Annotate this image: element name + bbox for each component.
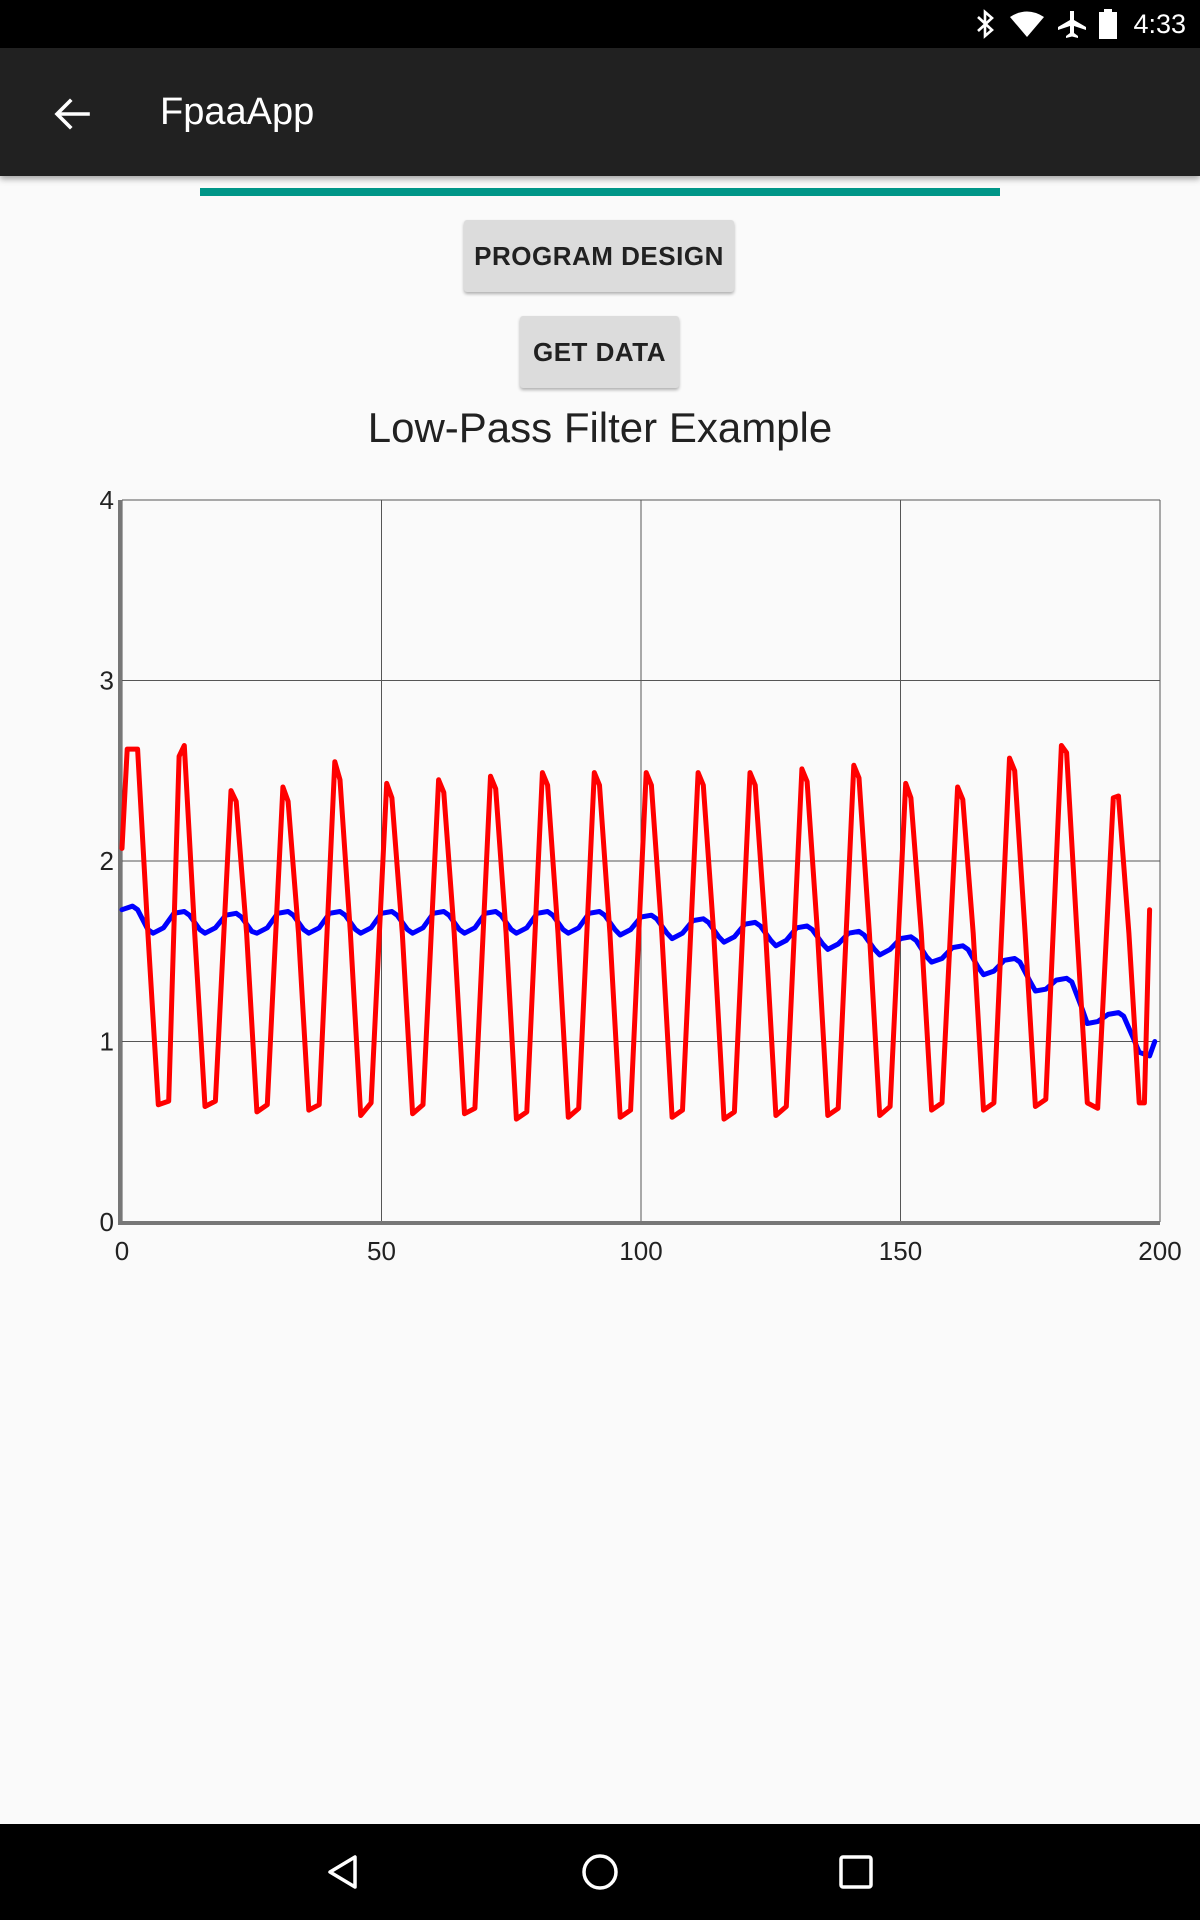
program-design-button[interactable]: PROGRAM DESIGN <box>464 220 734 292</box>
x-tick-label: 50 <box>367 1236 396 1266</box>
progress-bar <box>200 188 1000 196</box>
bluetooth-icon <box>977 9 995 39</box>
battery-icon <box>1099 9 1118 39</box>
nav-home-icon <box>582 1854 618 1890</box>
status-bar: 4:33 <box>0 0 1200 48</box>
app-title: FpaaApp <box>160 91 315 133</box>
app-bar: FpaaApp <box>0 48 1200 176</box>
x-tick-label: 200 <box>1138 1236 1181 1266</box>
x-tick-label: 150 <box>879 1236 922 1266</box>
y-tick-label: 4 <box>100 485 114 515</box>
y-tick-label: 0 <box>100 1207 114 1237</box>
status-icons: 4:33 <box>973 0 1186 48</box>
back-button[interactable] <box>40 82 104 146</box>
x-tick-label: 100 <box>619 1236 662 1266</box>
y-tick-label: 1 <box>100 1027 114 1057</box>
nav-back-icon <box>328 1855 357 1889</box>
airplane-mode-icon <box>1058 11 1087 38</box>
nav-back-button[interactable] <box>312 1840 376 1904</box>
nav-recents-button[interactable] <box>824 1840 888 1904</box>
nav-home-button[interactable] <box>568 1840 632 1904</box>
x-tick-label: 0 <box>115 1236 129 1266</box>
status-time: 4:33 <box>1133 8 1186 39</box>
y-tick-label: 2 <box>100 846 114 876</box>
y-tick-label: 3 <box>100 666 114 696</box>
nav-recents-icon <box>839 1855 873 1889</box>
series-line-0 <box>119 743 1153 1122</box>
chart-title: Low-Pass Filter Example <box>367 404 833 451</box>
arrow-back-icon <box>54 98 90 130</box>
line-chart: 0 50 100 150 200 0 1 2 3 4 <box>100 485 1182 1266</box>
navigation-bar <box>0 1824 1200 1920</box>
wifi-icon <box>1010 11 1045 37</box>
get-data-button[interactable]: GET DATA <box>520 316 679 388</box>
